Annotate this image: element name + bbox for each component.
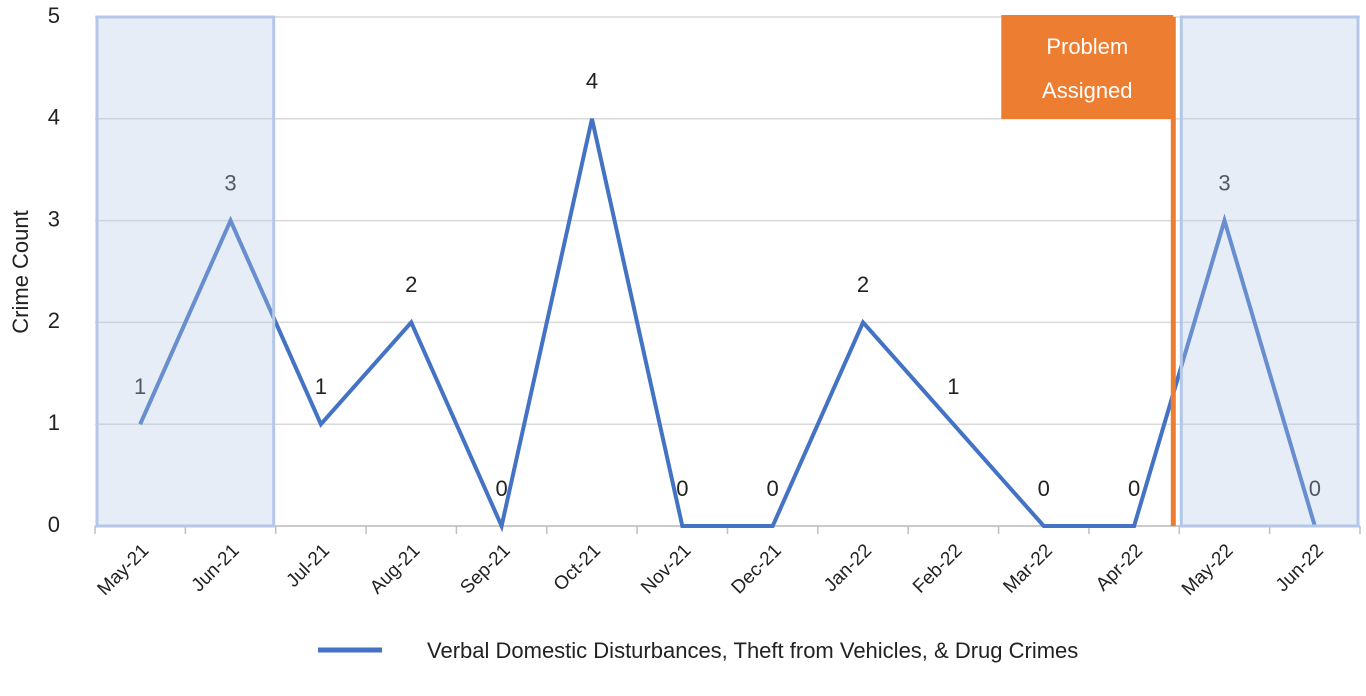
x-tick-label: May-21 [94,540,154,600]
x-tick-label: Jan-22 [820,540,876,596]
y-tick-label: 3 [48,206,60,231]
data-label: 2 [857,272,869,297]
x-tick-label: Mar-22 [999,540,1056,597]
x-tick-label: Apr-22 [1092,540,1147,595]
data-label: 4 [586,69,598,94]
data-line [138,118,1317,533]
data-label: 2 [405,272,417,297]
y-axis-label: Crime Count [8,210,33,333]
data-label: 0 [767,476,779,501]
y-tick-label: 2 [48,308,60,333]
x-tick-label: Jul-21 [283,540,334,591]
annotation-text: Assigned [1042,78,1133,103]
x-tick-label: Dec-21 [728,540,786,598]
x-tick-label: Aug-21 [366,540,424,598]
x-tick-label: Nov-21 [637,540,695,598]
x-tick-label: Jun-22 [1272,540,1328,596]
data-label: 3 [224,170,236,195]
legend-label: Verbal Domestic Disturbances, Theft from… [427,638,1078,663]
data-label: 0 [676,476,688,501]
data-label: 1 [947,374,959,399]
highlight-box [1179,15,1360,528]
data-label: 0 [1128,476,1140,501]
x-tick-label: May-22 [1178,540,1238,600]
x-tick-label: Jun-21 [188,540,244,596]
data-label: 0 [495,476,507,501]
data-label: 0 [1309,476,1321,501]
annotation-text: Problem [1046,34,1128,59]
highlight-box [95,15,276,528]
y-tick-label: 5 [48,3,60,28]
data-label: 3 [1218,170,1230,195]
data-label: 1 [134,374,146,399]
x-tick-label: Feb-22 [909,540,966,597]
y-tick-label: 1 [48,410,60,435]
x-tick-label: Sep-21 [457,540,515,598]
y-tick-label: 0 [48,512,60,537]
y-tick-label: 4 [48,105,60,130]
data-label: 1 [315,374,327,399]
annotation-box [1001,15,1174,119]
x-tick-label: Oct-21 [550,540,605,595]
data-label: 0 [1038,476,1050,501]
